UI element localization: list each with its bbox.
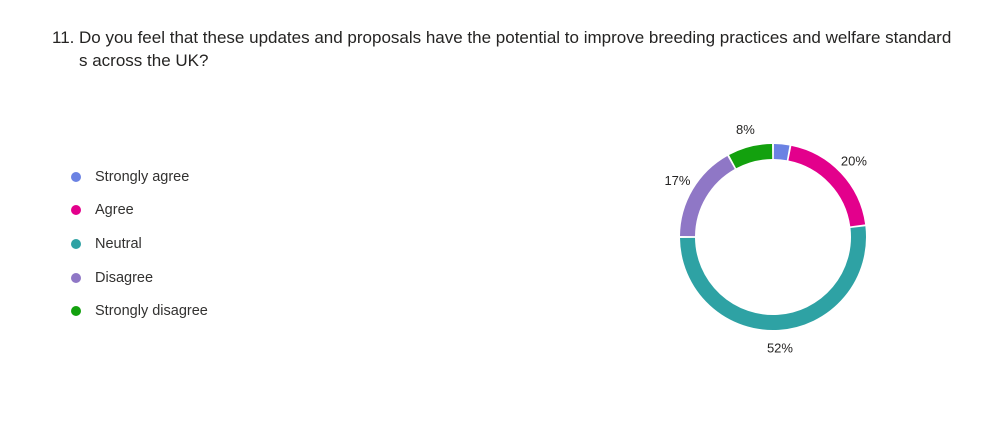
data-label-neutral: 52% — [767, 340, 793, 355]
legend-item-disagree[interactable]: Disagree — [71, 261, 208, 295]
question-number: 11. — [52, 28, 75, 47]
donut-slices — [680, 144, 866, 330]
legend-item-strongly-disagree[interactable]: Strongly disagree — [71, 294, 208, 328]
legend-item-agree[interactable]: Agree — [71, 194, 208, 228]
legend-label-strongly-agree: Strongly agree — [95, 168, 190, 185]
slice-agree[interactable] — [788, 145, 866, 227]
legend-dot-neutral — [71, 238, 81, 249]
slice-disagree[interactable] — [680, 155, 735, 237]
legend-dot-disagree — [71, 272, 81, 283]
legend-dot-strongly-disagree — [71, 306, 81, 317]
slice-strongly-disagree[interactable] — [729, 144, 773, 169]
legend-label-agree: Agree — [95, 202, 134, 219]
legend-label-strongly-disagree: Strongly disagree — [95, 303, 208, 320]
slice-strongly-agree[interactable] — [773, 144, 790, 161]
data-label-agree: 20% — [841, 154, 867, 169]
chart-legend: Strongly agree Agree Neutral Disagree St… — [71, 160, 208, 328]
legend-dot-strongly-agree — [71, 171, 81, 182]
donut-chart: 20% 52% 17% 8% — [664, 122, 867, 355]
legend-label-disagree: Disagree — [95, 269, 154, 286]
legend-item-neutral[interactable]: Neutral — [71, 227, 208, 261]
data-label-disagree: 17% — [664, 173, 690, 188]
question-title: 11. Do you feel that these updates and p… — [52, 26, 952, 72]
legend-dot-agree — [71, 205, 81, 216]
legend-item-strongly-agree[interactable]: Strongly agree — [71, 160, 208, 194]
data-label-strongly-disagree: 8% — [736, 122, 755, 137]
question-text: Do you feel that these updates and propo… — [79, 28, 952, 70]
slice-neutral[interactable] — [680, 226, 866, 330]
legend-label-neutral: Neutral — [95, 235, 142, 252]
donut-data-labels: 20% 52% 17% 8% — [664, 122, 867, 355]
